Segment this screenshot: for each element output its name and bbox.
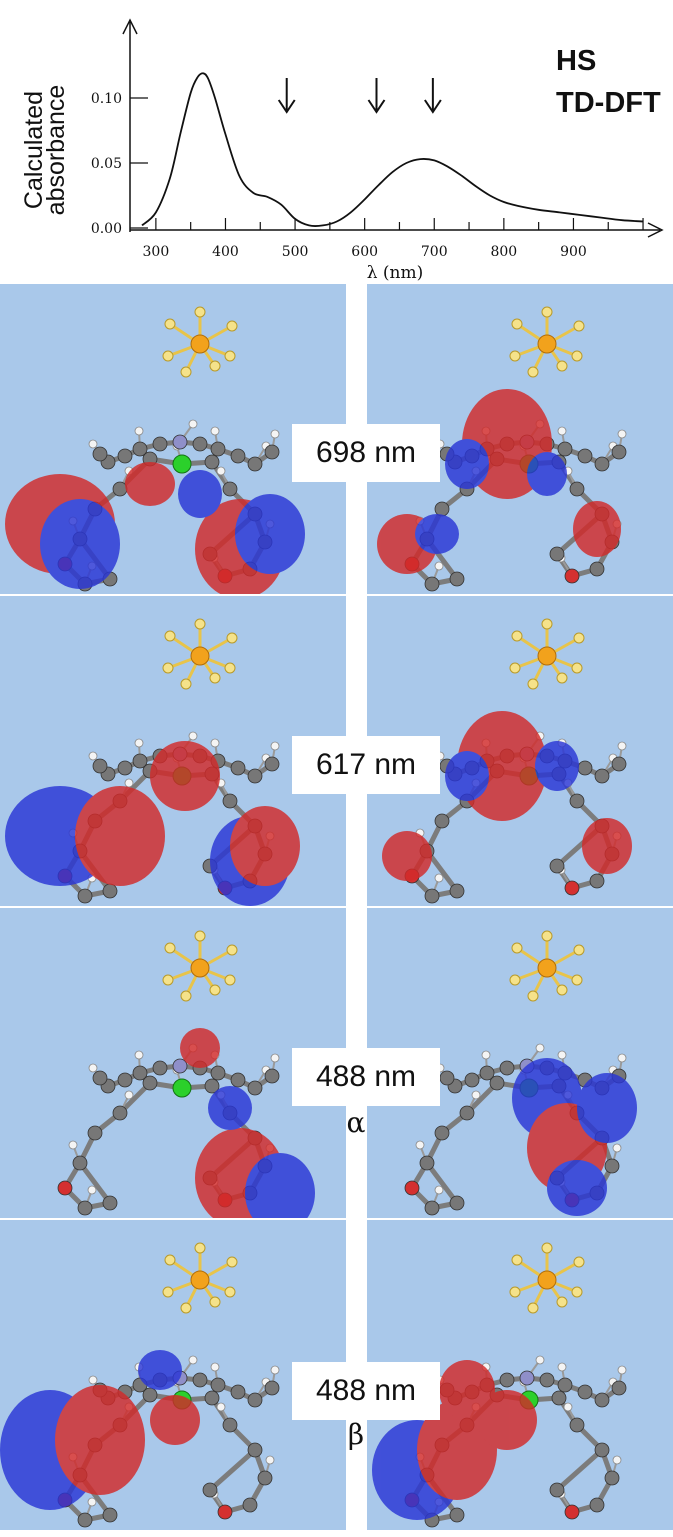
y-axis-label-line2: absorbance	[42, 85, 70, 216]
x-tick-label: 900	[560, 244, 587, 260]
x-ticks: 300 400 500 600 700 800 900	[143, 218, 644, 260]
orbital-lobes	[180, 1028, 315, 1218]
molecular-orbital-image	[57, 930, 315, 1218]
orbital-panel-4-left	[0, 1220, 346, 1530]
molecular-orbital-image	[404, 930, 637, 1216]
orbital-panel-3-left	[0, 908, 346, 1218]
y-tick-label: 0.00	[91, 221, 122, 237]
wavelength-label: 488 nm	[292, 1048, 440, 1106]
transition-arrow	[367, 78, 386, 114]
x-tick-label: 400	[212, 244, 239, 260]
annotation-tddft: TD-DFT	[556, 87, 661, 119]
orbital-panel-1-left	[0, 284, 346, 594]
anion-group	[509, 618, 585, 690]
molecular-orbital-image	[5, 306, 305, 594]
x-tick-label: 700	[421, 244, 448, 260]
x-tick-label: 500	[282, 244, 309, 260]
absorbance-spectrum-chart: 0.10 0.05 0.00 300 400 500 600 700 800 900 Calcu…	[20, 18, 664, 283]
wavelength-label: 617 nm	[292, 736, 440, 794]
anion-group	[162, 930, 238, 1002]
wavelength-label: 488 nm	[292, 1362, 440, 1420]
orbital-lobes	[372, 1360, 537, 1520]
anion-group	[509, 1242, 585, 1314]
transition-arrow	[277, 78, 296, 114]
spin-label: β	[347, 1418, 365, 1451]
orbital-lobes	[0, 1350, 200, 1510]
x-tick-label: 800	[490, 244, 517, 260]
anion-group	[162, 1242, 238, 1314]
anion-group	[162, 618, 238, 690]
anion-group	[509, 306, 585, 378]
x-tick-label: 600	[351, 244, 378, 260]
x-axis-label: λ (nm)	[367, 263, 424, 283]
orbital-panel-2-left	[0, 596, 346, 906]
spin-label: α	[346, 1106, 366, 1139]
annotation-hs: HS	[556, 45, 596, 77]
molecular-orbital-image	[0, 1242, 280, 1528]
anion-group	[509, 930, 585, 1002]
x-tick-label: 300	[143, 244, 170, 260]
y-tick-label: 0.10	[91, 91, 122, 107]
orbital-lobes	[5, 741, 300, 906]
wavelength-label: 698 nm	[292, 424, 440, 482]
anion-group	[162, 306, 238, 378]
metal-center	[172, 1078, 192, 1098]
transition-arrow	[424, 78, 442, 114]
molecular-orbital-image	[377, 306, 627, 592]
transition-arrows	[277, 78, 442, 114]
molecular-orbital-image	[382, 618, 632, 904]
y-axis-arrowhead	[122, 18, 138, 35]
molecule-skeleton	[57, 1242, 280, 1528]
chart-axes	[122, 18, 664, 238]
y-ticks: 0.10 0.05 0.00	[91, 91, 148, 237]
orbital-lobes	[377, 389, 621, 574]
absorbance-curve	[141, 72, 644, 227]
orbital-lobes	[512, 1058, 637, 1216]
molecular-orbital-image	[5, 618, 300, 906]
y-axis-label-line1: Calculated	[20, 91, 48, 209]
orbital-lobes	[5, 462, 305, 594]
x-axis-arrowhead	[647, 222, 664, 238]
molecular-orbital-image	[372, 1242, 627, 1528]
y-tick-label: 0.05	[91, 156, 122, 172]
metal-center	[172, 454, 192, 474]
orbital-lobes	[382, 711, 632, 881]
